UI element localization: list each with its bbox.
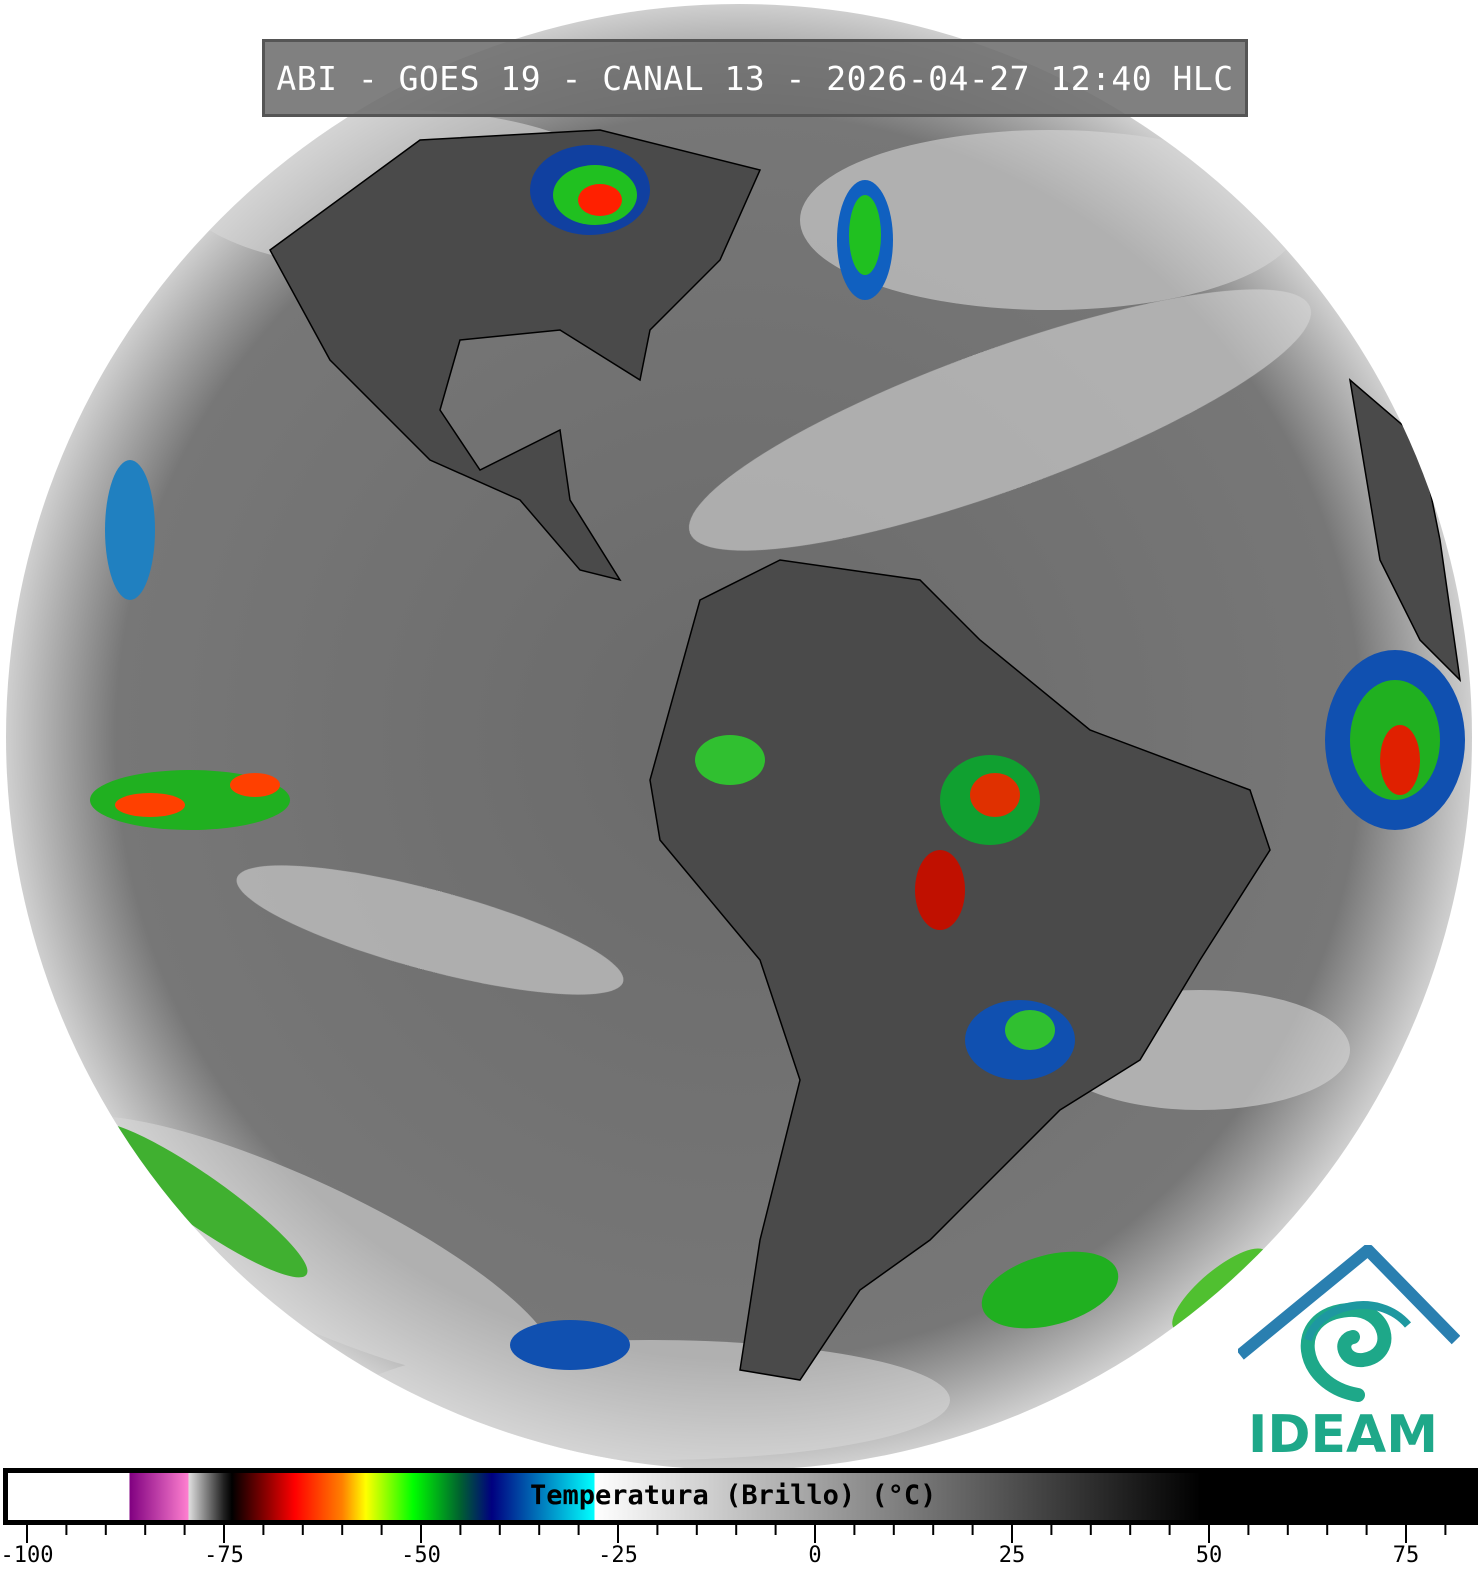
colorbar-tick-label: 50 [1195, 1543, 1223, 1568]
landmasses [269, 129, 1462, 1381]
convective-storms [90, 145, 1465, 1370]
ideam-logo-icon [1236, 1244, 1461, 1402]
logo-text: IDEAM [1247, 1405, 1439, 1465]
colorbar-tick-label: -25 [598, 1543, 638, 1568]
colorbar-tick-label: -100 [0, 1543, 54, 1568]
colorbar-tick-label: -75 [204, 1543, 244, 1568]
satellite-globe-image [6, 4, 1472, 1470]
colorbar-tick-label: 75 [1392, 1543, 1420, 1568]
colorbar-tick-label: 25 [998, 1543, 1026, 1568]
ideam-logo: IDEAM [1236, 1244, 1461, 1465]
colorbar-tick-label: 0 [808, 1543, 822, 1568]
colorbar-tick-label: -50 [401, 1543, 441, 1568]
colorbar-label: Temperatura (Brillo) (°C) [530, 1480, 937, 1511]
colorbar-ticks [26, 1525, 1447, 1543]
image-title: ABI - GOES 19 - CANAL 13 - 2026-04-27 12… [262, 39, 1248, 117]
temperature-colorbar [3, 1468, 1478, 1525]
